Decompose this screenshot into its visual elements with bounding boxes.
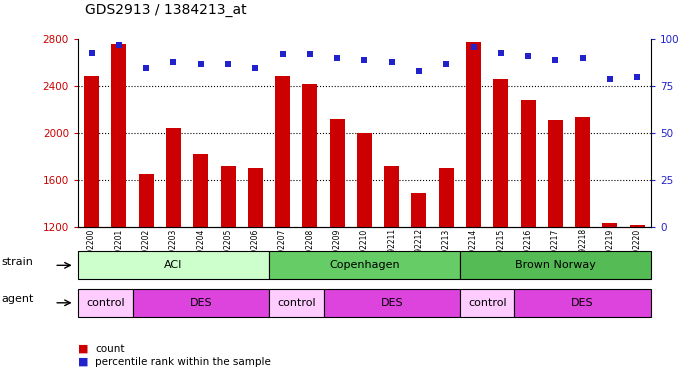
Bar: [439, 168, 454, 227]
Bar: [548, 120, 563, 227]
Text: Brown Norway: Brown Norway: [515, 260, 596, 270]
Point: [605, 76, 616, 82]
Point: [441, 61, 452, 67]
Point: [632, 74, 643, 80]
Point: [250, 64, 261, 70]
Bar: [139, 174, 154, 227]
Bar: [84, 76, 99, 227]
Point: [304, 51, 315, 57]
Bar: [384, 166, 399, 227]
Point: [113, 42, 124, 48]
Text: DES: DES: [380, 298, 403, 308]
Bar: [269, 251, 460, 279]
Bar: [323, 289, 460, 317]
Text: ■: ■: [78, 344, 88, 354]
Bar: [466, 42, 481, 227]
Text: control: control: [468, 298, 506, 308]
Bar: [603, 224, 618, 227]
Bar: [132, 289, 269, 317]
Text: percentile rank within the sample: percentile rank within the sample: [95, 357, 271, 367]
Point: [550, 57, 561, 63]
Point: [195, 61, 206, 67]
Bar: [78, 289, 132, 317]
Bar: [460, 251, 651, 279]
Bar: [78, 251, 269, 279]
Text: Copenhagen: Copenhagen: [329, 260, 400, 270]
Point: [168, 59, 179, 65]
Text: DES: DES: [572, 298, 594, 308]
Point: [496, 50, 506, 55]
Point: [386, 59, 397, 65]
Bar: [630, 225, 645, 227]
Bar: [575, 117, 590, 227]
Bar: [412, 193, 426, 227]
Bar: [330, 119, 344, 227]
Point: [332, 55, 342, 61]
Bar: [269, 289, 323, 317]
Text: GDS2913 / 1384213_at: GDS2913 / 1384213_at: [85, 3, 246, 17]
Bar: [521, 100, 536, 227]
Bar: [193, 154, 208, 227]
Text: strain: strain: [1, 256, 33, 267]
Point: [141, 64, 152, 70]
Bar: [460, 289, 515, 317]
Point: [359, 57, 370, 63]
Text: DES: DES: [189, 298, 212, 308]
Point: [577, 55, 588, 61]
Text: control: control: [277, 298, 315, 308]
Bar: [357, 133, 372, 227]
Point: [277, 51, 288, 57]
Text: ACI: ACI: [164, 260, 182, 270]
Text: agent: agent: [1, 294, 34, 304]
Bar: [220, 166, 235, 227]
Point: [523, 53, 534, 59]
Point: [86, 50, 97, 55]
Bar: [275, 76, 290, 227]
Bar: [111, 44, 126, 227]
Bar: [166, 128, 181, 227]
Point: [414, 68, 424, 74]
Bar: [302, 84, 317, 227]
Text: control: control: [86, 298, 125, 308]
Bar: [515, 289, 651, 317]
Text: count: count: [95, 344, 125, 354]
Point: [468, 44, 479, 50]
Bar: [494, 79, 508, 227]
Text: ■: ■: [78, 357, 88, 367]
Bar: [247, 168, 263, 227]
Point: [222, 61, 233, 67]
